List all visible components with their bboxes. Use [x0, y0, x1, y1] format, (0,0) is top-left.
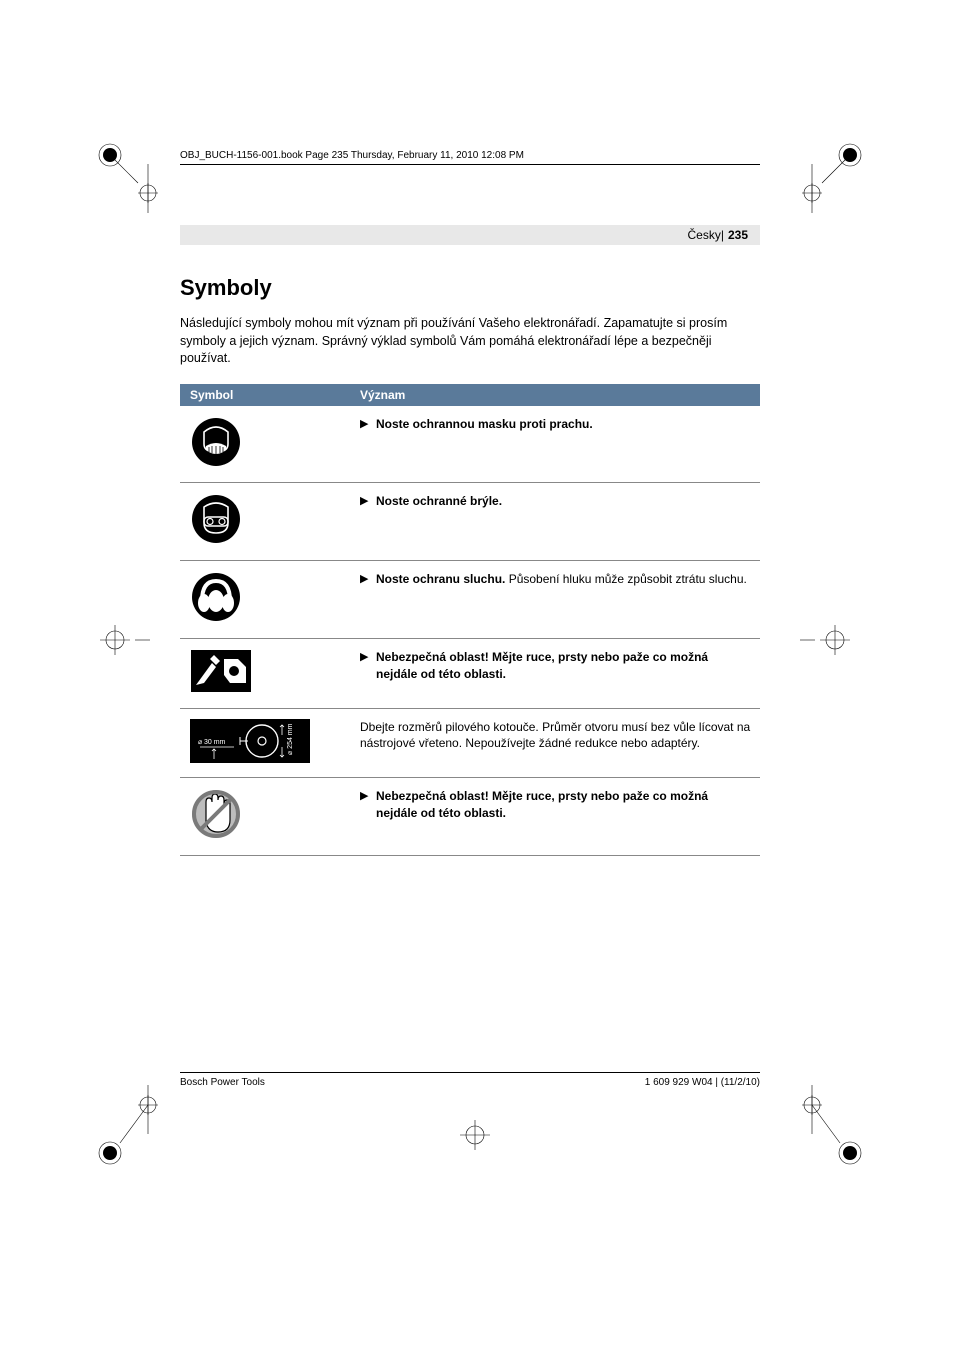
blade-dims-icon: ⌀ 30 mm ⌀ 254 mm [190, 719, 310, 763]
table-row: ▶ Noste ochranné brýle. [180, 483, 760, 561]
table-row: ▶ Noste ochrannou masku proti prachu. [180, 406, 760, 483]
crop-mark-tl [60, 130, 180, 250]
footer-left: Bosch Power Tools [180, 1077, 265, 1088]
table-row: ▶ Nebezpečná oblast! Mějte ruce, prsty n… [180, 778, 760, 856]
bullet-marker: ▶ [360, 788, 370, 822]
svg-text:⌀: ⌀ [198, 739, 202, 746]
running-head: OBJ_BUCH-1156-001.book Page 235 Thursday… [180, 150, 760, 165]
no-reach-icon [190, 788, 242, 840]
hands-away-icon [190, 649, 252, 693]
svg-text:⌀ 254 mm: ⌀ 254 mm [287, 723, 294, 755]
page-header-bar: Česky | 235 [180, 225, 760, 245]
col-head-meaning: Význam [350, 384, 760, 406]
crop-mark-right [800, 620, 870, 660]
intro-paragraph: Následující symboly mohou mít význam při… [180, 315, 760, 368]
table-row: ⌀ 30 mm ⌀ 254 mm Dbejte rozměrů pilového… [180, 708, 760, 778]
crop-mark-left [80, 620, 150, 660]
bullet-marker: ▶ [360, 493, 370, 510]
dust-mask-icon [190, 416, 242, 468]
svg-text:30 mm: 30 mm [204, 739, 226, 746]
symbols-table: Symbol Význam [180, 384, 760, 857]
meaning-text: Noste ochranné brýle. [376, 493, 752, 510]
page-footer: Bosch Power Tools 1 609 929 W04 | (11/2/… [180, 1072, 760, 1088]
bullet-marker: ▶ [360, 416, 370, 433]
bullet-marker: ▶ [360, 649, 370, 683]
goggles-icon [190, 493, 242, 545]
footer-right: 1 609 929 W04 | (11/2/10) [645, 1077, 760, 1088]
meaning-text: Dbejte rozměrů pilového kotouče. Průměr … [360, 719, 752, 753]
table-row: ▶ Nebezpečná oblast! Mějte ruce, prsty n… [180, 638, 760, 708]
meaning-text: Nebezpečná oblast! Mějte ruce, prsty neb… [376, 649, 752, 683]
table-row: ▶ Noste ochranu sluchu. Působení hluku m… [180, 561, 760, 639]
header-page-number: 235 [728, 228, 748, 242]
header-lang: Česky [688, 228, 721, 242]
meaning-text: Nebezpečná oblast! Mějte ruce, prsty neb… [376, 788, 752, 822]
crop-mark-bl [60, 1080, 180, 1200]
crop-mark-br [780, 1080, 900, 1200]
header-sep: | [721, 228, 724, 242]
meaning-text: Noste ochrannou masku proti prachu. [376, 416, 752, 433]
crop-mark-bottom [440, 1115, 510, 1155]
bullet-marker: ▶ [360, 571, 370, 588]
page-title: Symboly [180, 275, 760, 301]
col-head-symbol: Symbol [180, 384, 350, 406]
ear-protection-icon [190, 571, 242, 623]
crop-mark-tr [780, 130, 900, 250]
meaning-text: Noste ochranu sluchu. Působení hluku můž… [376, 571, 752, 588]
